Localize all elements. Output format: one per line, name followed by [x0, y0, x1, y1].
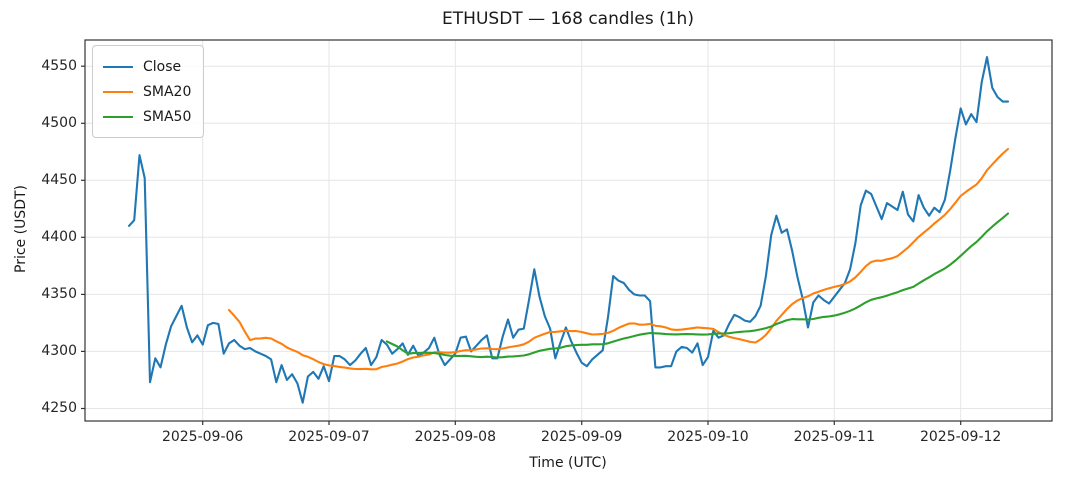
x-tick-label: 2025-09-08: [414, 429, 496, 445]
legend-label: SMA20: [143, 83, 192, 100]
sma20-line: [227, 147, 1010, 371]
sma50-line: [385, 212, 1010, 359]
legend-line-swatch: [103, 115, 133, 118]
legend: Close SMA20 SMA50: [92, 45, 205, 138]
legend-label: SMA50: [143, 108, 192, 125]
x-tick-label: 2025-09-06: [161, 429, 244, 445]
plot-border: [84, 39, 1053, 422]
legend-label: Close: [143, 58, 182, 75]
x-tick-label: 2025-09-09: [540, 429, 623, 445]
y-tick-label: 4250: [41, 400, 77, 417]
close-line: [127, 56, 1010, 404]
y-tick-label: 4300: [41, 343, 77, 360]
x-tick-label: 2025-09-12: [919, 429, 1002, 445]
legend-line-swatch: [103, 65, 133, 68]
chart-title: ETHUSDT — 168 candles (1h): [442, 9, 694, 29]
x-axis-label: Time (UTC): [529, 455, 607, 471]
y-tick-label: 4550: [41, 58, 77, 75]
y-tick-label: 4450: [41, 172, 77, 189]
y-tick-label: 4400: [41, 229, 77, 246]
legend-entry-close: Close: [103, 54, 191, 79]
y-tick-label: 4350: [41, 286, 77, 303]
x-tick-label: 2025-09-11: [793, 429, 876, 445]
x-tick-label: 2025-09-07: [288, 429, 370, 445]
legend-line-swatch: [103, 90, 133, 93]
y-tick-label: 4500: [41, 115, 77, 132]
legend-entry-sma20: SMA20: [103, 79, 191, 104]
legend-entry-sma50: SMA50: [103, 104, 191, 129]
x-tick-label: 2025-09-10: [667, 429, 749, 445]
